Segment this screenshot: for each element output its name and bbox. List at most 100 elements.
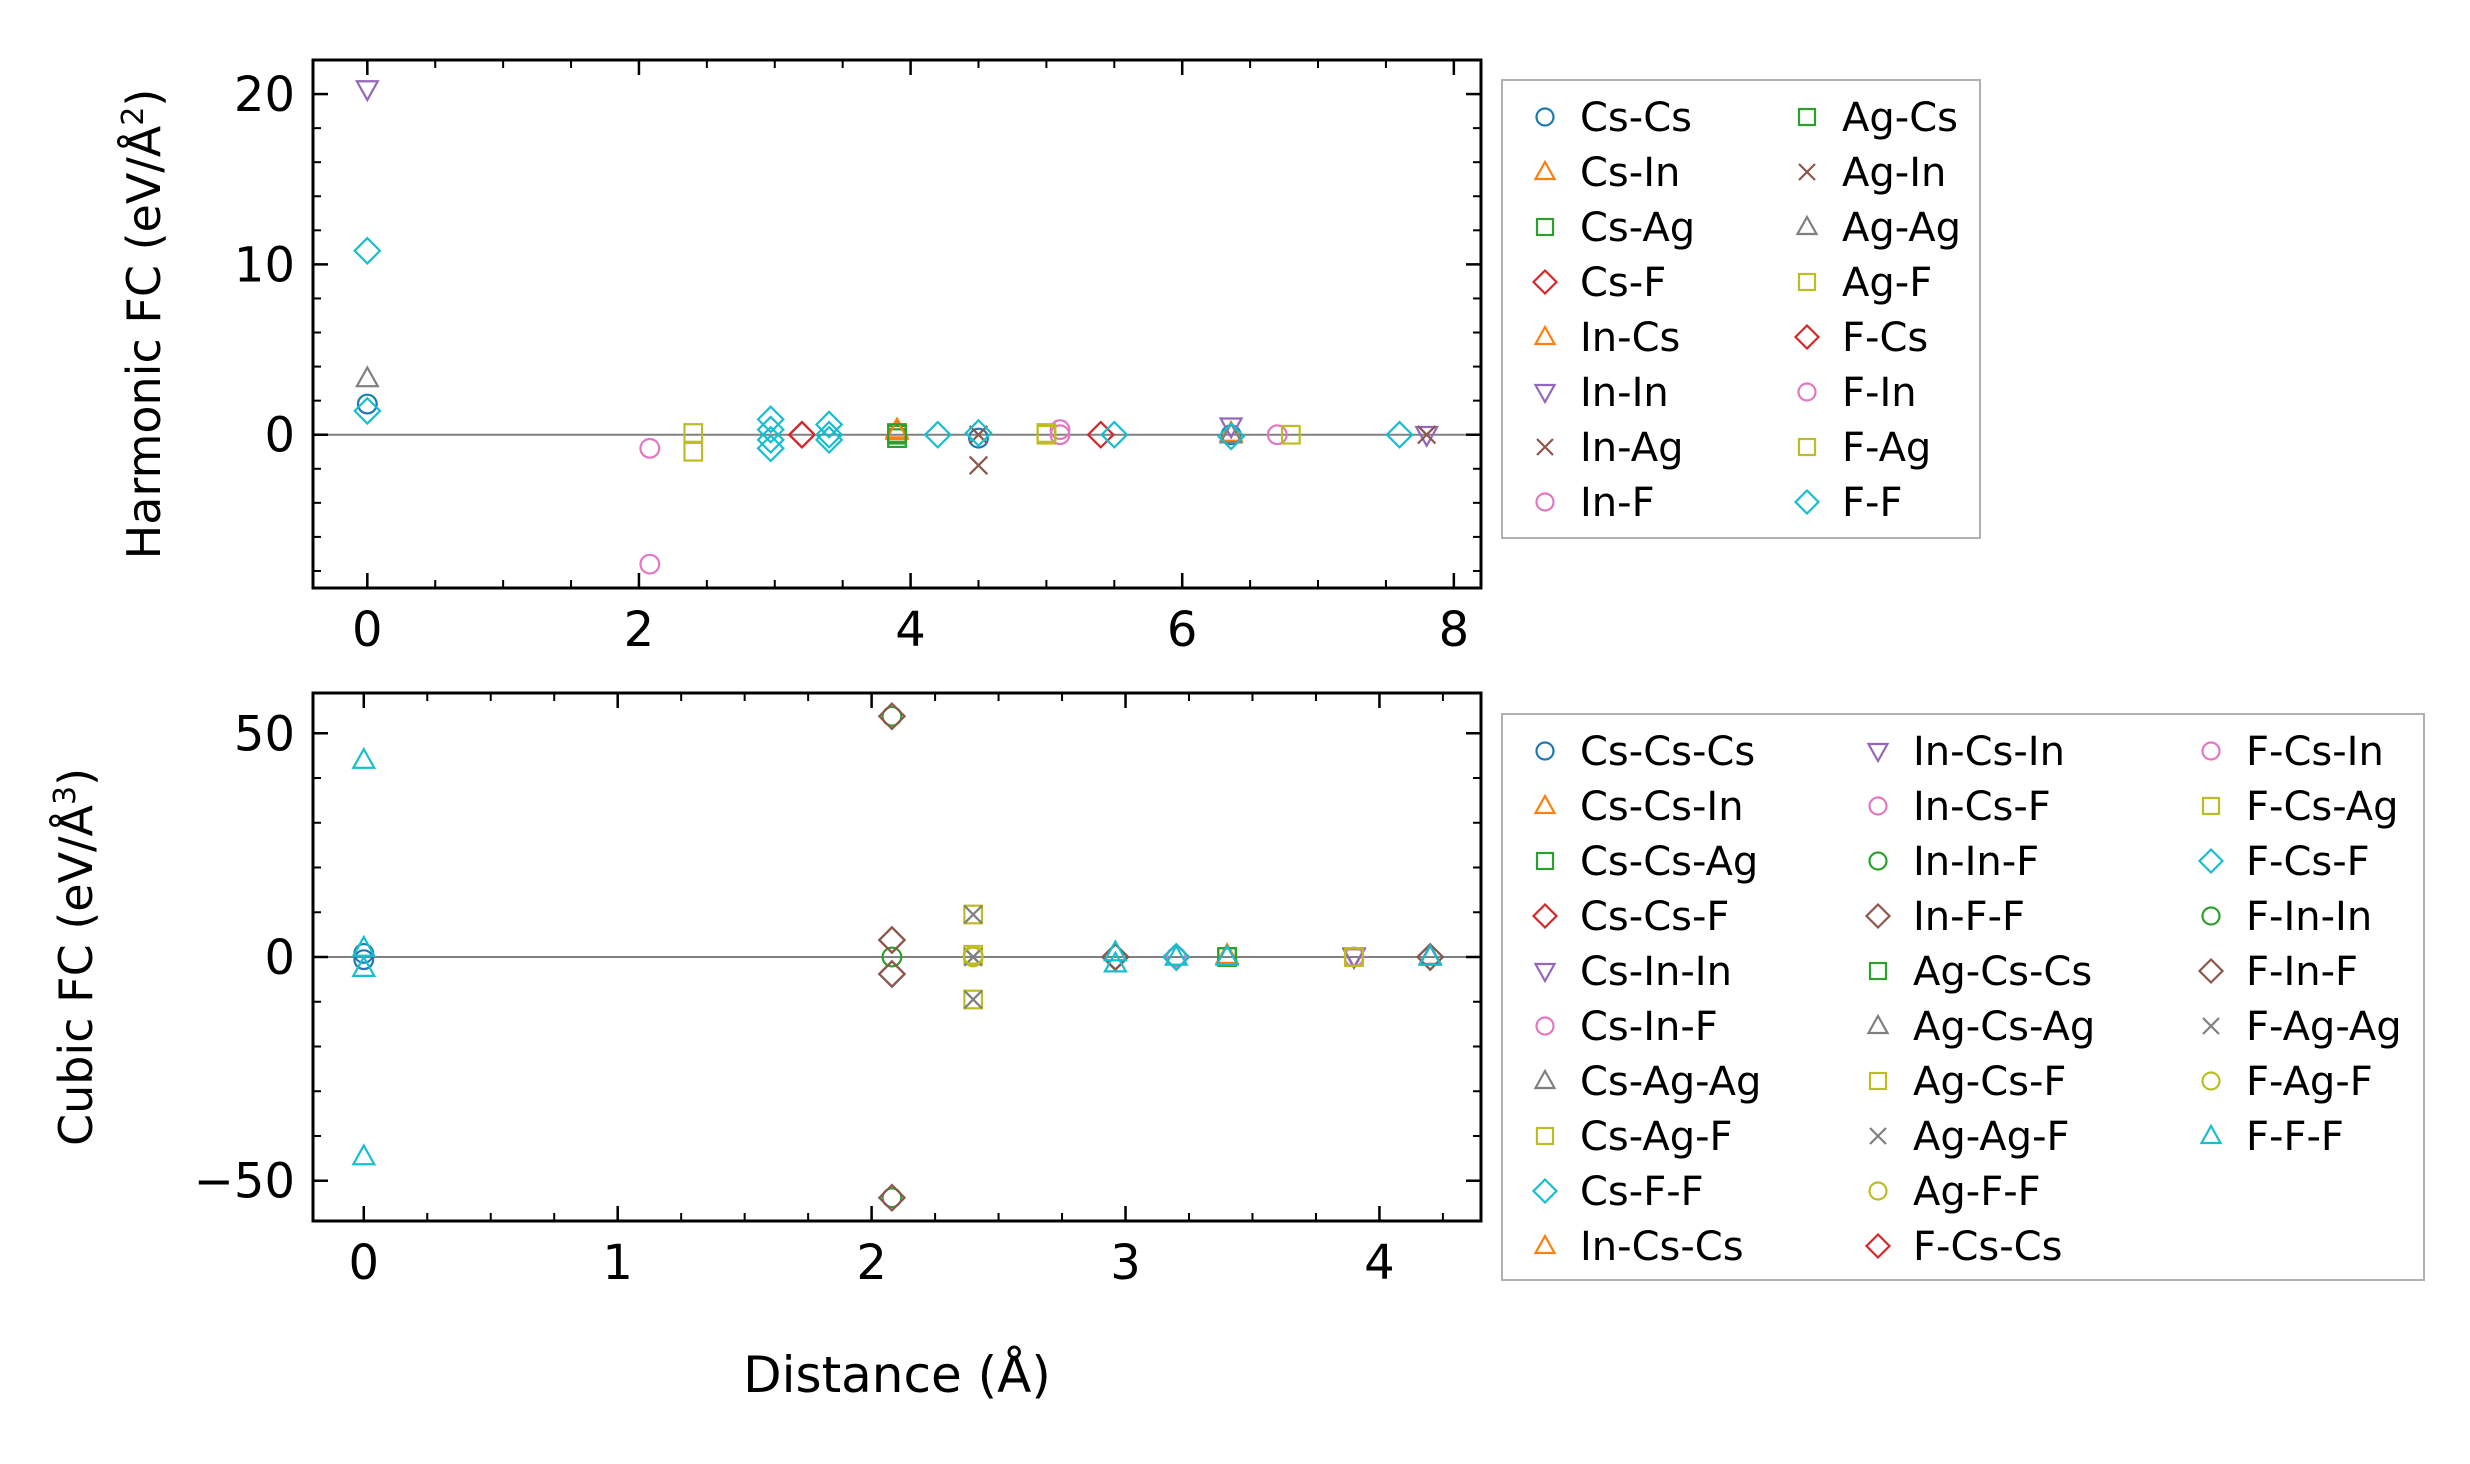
legend-label-in-f: In-F bbox=[1580, 480, 1655, 526]
harmonic-x-tick-label: 0 bbox=[352, 602, 383, 658]
harmonic-plot-frame bbox=[311, 58, 1483, 590]
legend-label-in-cs-f: In-Cs-F bbox=[1913, 784, 2051, 830]
data-point-f-f-f bbox=[1103, 950, 1128, 973]
data-point-ag-cs bbox=[887, 423, 907, 443]
legend-label-in-in: In-In bbox=[1580, 370, 1669, 416]
data-point-ag-ag bbox=[1218, 421, 1244, 444]
legend-marker-f-cs-in bbox=[2201, 741, 2221, 761]
legend-label-cs-cs-in: Cs-Cs-In bbox=[1580, 784, 1744, 830]
harmonic-x-tick-label: 4 bbox=[895, 602, 926, 658]
legend-label-f-ag-ag: F-Ag-Ag bbox=[2246, 1004, 2402, 1050]
legend-label-ag-cs-ag: Ag-Cs-Ag bbox=[1913, 1004, 2095, 1050]
data-point-f-f bbox=[756, 415, 785, 444]
data-point-f-in-f bbox=[877, 959, 907, 989]
data-point-f-f-f bbox=[351, 954, 377, 977]
harmonic-y-tick-label: 0 bbox=[264, 408, 295, 464]
legend-label-ag-ag-f: Ag-Ag-F bbox=[1913, 1114, 2070, 1160]
legend-marker-cs-in bbox=[1533, 159, 1557, 181]
legend-label-f-ag: F-Ag bbox=[1842, 425, 1931, 471]
legend-label-f-cs-ag: F-Cs-Ag bbox=[2246, 784, 2399, 830]
legend-label-ag-ag: Ag-Ag bbox=[1842, 205, 1961, 251]
data-point-f-ag bbox=[1036, 423, 1057, 443]
legend-marker-ag-ag-f bbox=[1869, 1127, 1887, 1145]
cubic-x-tick-label: 1 bbox=[602, 1235, 633, 1291]
legend-marker-in-cs bbox=[1533, 324, 1557, 346]
legend-marker-f-cs-f bbox=[2197, 847, 2225, 875]
legend-label-in-in-f: In-In-F bbox=[1913, 839, 2039, 885]
data-point-in-f bbox=[1049, 419, 1071, 441]
legend-marker-cs-cs-ag bbox=[1535, 851, 1555, 871]
data-point-f-f bbox=[756, 425, 785, 455]
data-point-in-in bbox=[1414, 425, 1439, 448]
legend-label-cs-ag-ag: Cs-Ag-Ag bbox=[1580, 1059, 1761, 1105]
data-point-ag-f bbox=[683, 441, 704, 462]
data-point-in-cs bbox=[884, 418, 910, 441]
data-point-in-f-f bbox=[877, 702, 907, 731]
legend-marker-f-ag bbox=[1797, 437, 1817, 457]
data-point-f-cs-f bbox=[1162, 942, 1191, 972]
data-point-f-f-f bbox=[351, 746, 377, 769]
legend-marker-f-ag-ag bbox=[2202, 1017, 2220, 1035]
legend-marker-in-cs-f bbox=[1868, 796, 1888, 816]
harmonic-legend: Cs-Cs Cs-In Cs-Ag Cs-F In-Cs In-In In-Ag In-F Ag… bbox=[1501, 79, 1981, 539]
legend-marker-f-cs bbox=[1793, 323, 1821, 351]
data-point-ag-ag-f bbox=[963, 989, 983, 1010]
legend-marker-cs-in-f bbox=[1535, 1016, 1555, 1036]
legend-label-f-cs: F-Cs bbox=[1842, 315, 1928, 361]
legend-label-ag-cs-f: Ag-Cs-F bbox=[1913, 1059, 2066, 1105]
data-point-cs-f bbox=[1086, 420, 1115, 449]
legend-marker-cs-cs-in bbox=[1533, 793, 1557, 815]
legend-marker-f-ag-f bbox=[2201, 1071, 2221, 1091]
legend-label-in-cs: In-Cs bbox=[1580, 315, 1680, 361]
legend-label-cs-ag: Cs-Ag bbox=[1580, 205, 1695, 251]
cubic-legend: Cs-Cs-Cs Cs-Cs-In Cs-Cs-Ag Cs-Cs-F Cs-In-In C… bbox=[1501, 713, 2425, 1281]
legend-marker-cs-f bbox=[1531, 268, 1559, 296]
legend-label-ag-cs-cs: Ag-Cs-Cs bbox=[1913, 949, 2092, 995]
legend-marker-in-in-f bbox=[1868, 851, 1888, 871]
data-point-ag-cs-f bbox=[963, 904, 984, 925]
data-point-f-in-f bbox=[877, 925, 907, 955]
data-point-ag-cs-f bbox=[963, 989, 984, 1010]
legend-label-in-f-f: In-F-F bbox=[1913, 894, 2025, 940]
legend-marker-cs-cs-f bbox=[1531, 902, 1559, 930]
data-point-in-ag bbox=[968, 455, 989, 475]
legend-marker-cs-f-f bbox=[1531, 1177, 1559, 1205]
legend-label-cs-ag-f: Cs-Ag-F bbox=[1580, 1114, 1733, 1160]
legend-label-f-in: F-In bbox=[1842, 370, 1917, 416]
harmonic-ylabel: Harmonic FC (eV/Å2) bbox=[116, 89, 172, 560]
data-point-f-f bbox=[814, 420, 844, 449]
legend-label-cs-in: Cs-In bbox=[1580, 150, 1680, 196]
data-point-f-f bbox=[756, 434, 785, 463]
cubic-legend-frame bbox=[1501, 713, 2425, 1281]
legend-label-cs-cs-cs: Cs-Cs-Cs bbox=[1580, 729, 1755, 775]
legend-label-f-ag-f: F-Ag-F bbox=[2246, 1059, 2373, 1105]
harmonic-y-tick-label: 20 bbox=[234, 67, 295, 123]
data-point-in-ag bbox=[1417, 425, 1437, 445]
data-point-f-f-f bbox=[1214, 943, 1240, 966]
legend-label-f-cs-cs: F-Cs-Cs bbox=[1913, 1224, 2062, 1270]
legend-label-cs-in-in: Cs-In-In bbox=[1580, 949, 1732, 995]
data-point-f-in-in bbox=[881, 946, 903, 968]
legend-marker-in-in bbox=[1533, 383, 1557, 405]
data-point-f-in-f bbox=[1101, 942, 1130, 972]
legend-label-f-cs-in: F-Cs-In bbox=[2246, 729, 2384, 775]
data-point-ag-ag bbox=[355, 365, 380, 388]
data-point-f-f bbox=[1216, 422, 1246, 451]
data-point-f-f bbox=[964, 418, 993, 448]
legend-marker-f-in-in bbox=[2201, 906, 2221, 926]
legend-marker-cs-cs-cs bbox=[1535, 741, 1555, 761]
legend-marker-ag-cs-f bbox=[1868, 1071, 1888, 1091]
data-point-f-in bbox=[1049, 424, 1071, 446]
cubic-y-tick-label: 0 bbox=[264, 930, 295, 986]
data-point-in-in-f bbox=[881, 705, 903, 727]
data-point-cs-cs bbox=[968, 427, 989, 449]
legend-marker-f-f-f bbox=[2199, 1123, 2223, 1145]
legend-label-in-ag: In-Ag bbox=[1580, 425, 1683, 471]
legend-label-cs-cs-ag: Cs-Cs-Ag bbox=[1580, 839, 1758, 885]
legend-label-cs-cs: Cs-Cs bbox=[1580, 95, 1692, 141]
data-point-f-f bbox=[756, 405, 785, 434]
legend-marker-ag-ag bbox=[1795, 214, 1819, 236]
harmonic-y-tick-label: 10 bbox=[234, 237, 295, 293]
legend-marker-in-cs-cs bbox=[1533, 1233, 1557, 1255]
